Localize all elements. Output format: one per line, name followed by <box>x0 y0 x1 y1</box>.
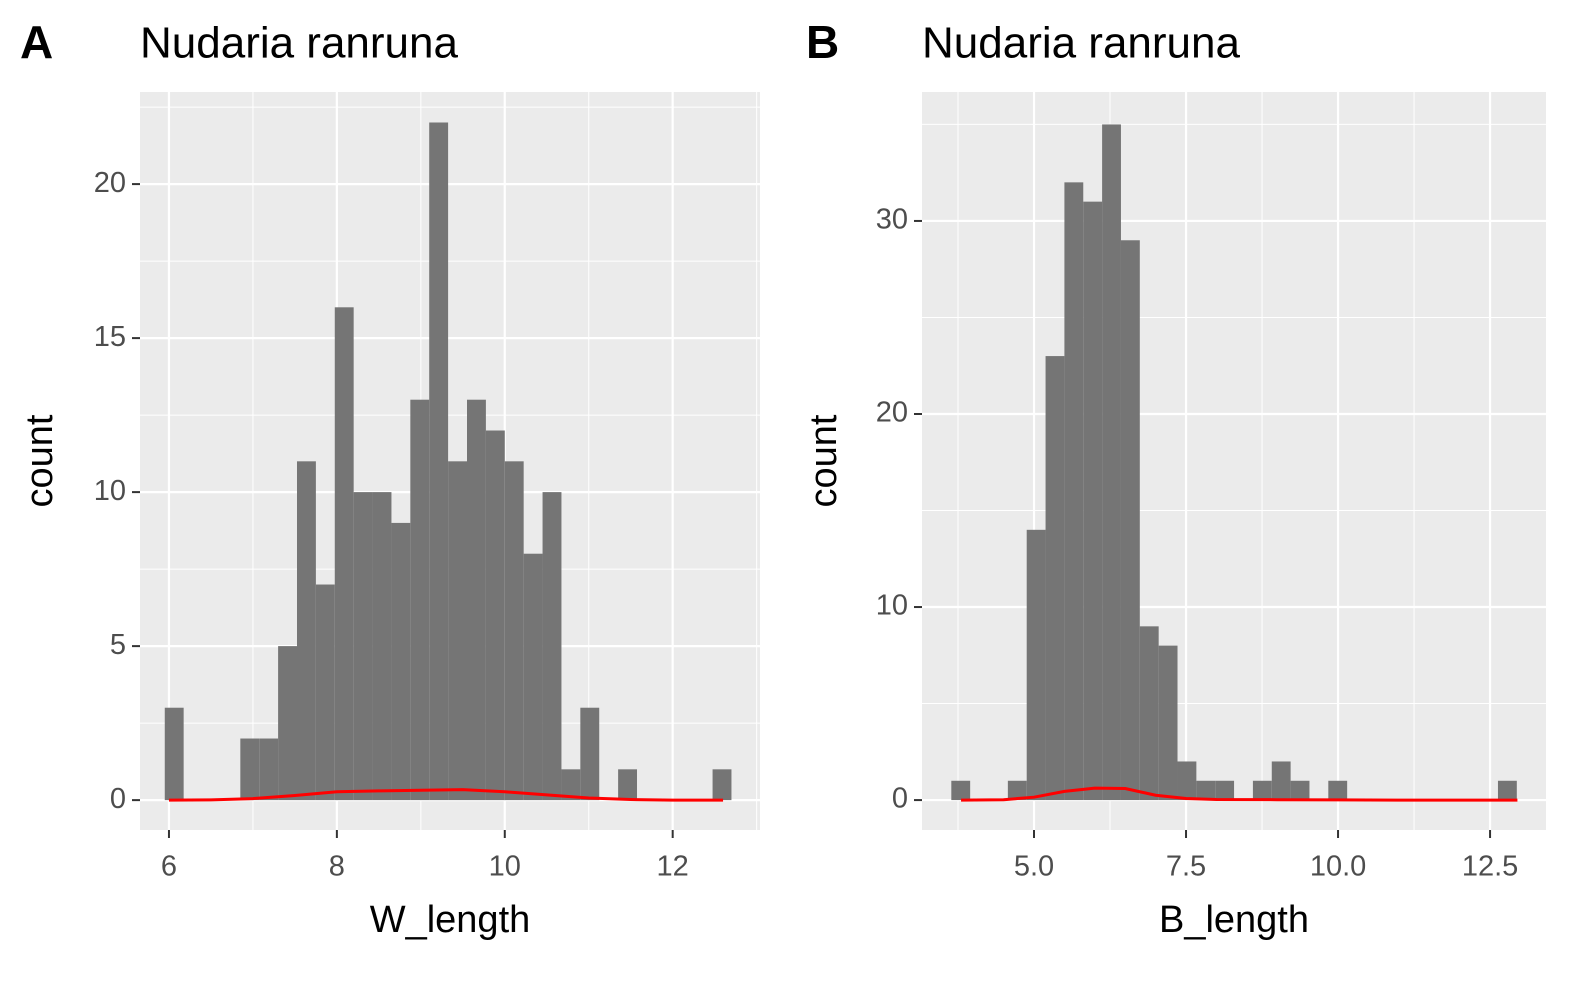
chart-title: Nudaria ranruna <box>140 19 458 68</box>
bar <box>1196 780 1216 801</box>
density-line <box>961 786 1518 802</box>
bar <box>410 399 430 801</box>
y-tick-label: 0 <box>110 783 126 815</box>
y-axis-title: count <box>803 414 845 507</box>
bar <box>1177 761 1197 801</box>
x-axis-title: W_length <box>370 899 531 941</box>
y-tick-label: 30 <box>876 204 908 236</box>
x-tick-label: 10.0 <box>1310 851 1366 883</box>
bar <box>391 522 411 801</box>
bar <box>485 430 505 801</box>
y-tick-label: 20 <box>876 397 908 429</box>
bar <box>580 707 600 801</box>
bar <box>523 553 543 801</box>
bar <box>467 399 486 801</box>
y-tick-label: 0 <box>892 783 908 815</box>
bar <box>1290 780 1310 801</box>
bar <box>334 307 354 801</box>
x-tick-label: 10 <box>489 851 521 883</box>
density-line <box>168 788 724 802</box>
chart-title: Nudaria ranruna <box>922 19 1240 68</box>
x-tick-label: 8 <box>329 851 345 883</box>
y-tick-label: 10 <box>876 590 908 622</box>
y-tick-label: 10 <box>94 475 126 507</box>
panel-label: B <box>806 16 839 68</box>
bar <box>1007 780 1027 801</box>
plot-background <box>922 92 1546 830</box>
y-axis-title: count <box>19 414 61 507</box>
bar <box>1139 626 1159 801</box>
bar <box>164 707 184 801</box>
x-tick-label: 12.5 <box>1462 851 1518 883</box>
bar <box>1328 780 1348 801</box>
y-tick-label: 5 <box>110 629 126 661</box>
bar <box>353 492 373 801</box>
bar <box>315 584 335 801</box>
x-tick-label: 6 <box>161 851 177 883</box>
x-tick-label: 12 <box>657 851 689 883</box>
bar <box>259 738 279 801</box>
bar <box>296 461 316 801</box>
bar <box>1497 780 1517 801</box>
bar <box>240 738 260 801</box>
bar <box>561 769 581 801</box>
panel-label: A <box>20 16 53 68</box>
x-tick-label: 7.5 <box>1166 851 1206 883</box>
bar <box>951 780 971 801</box>
bar <box>1252 780 1272 801</box>
bar <box>504 461 524 801</box>
x-tick-label: 5.0 <box>1014 851 1054 883</box>
y-tick-label: 20 <box>94 167 126 199</box>
y-tick-label: 15 <box>94 321 126 353</box>
bar <box>372 492 392 801</box>
bar <box>1271 761 1291 801</box>
bar <box>1026 529 1046 801</box>
bar <box>1045 356 1065 801</box>
bar <box>1158 645 1178 801</box>
bar <box>1215 780 1235 801</box>
bar <box>1102 124 1121 801</box>
bar <box>1120 240 1140 801</box>
bar <box>1064 182 1084 801</box>
bar <box>618 769 638 801</box>
bar <box>1083 201 1103 801</box>
bar <box>712 769 732 801</box>
bar <box>448 461 468 801</box>
bar <box>542 492 562 801</box>
bar <box>278 646 297 801</box>
bar <box>429 122 449 801</box>
x-axis-title: B_length <box>1159 899 1309 941</box>
